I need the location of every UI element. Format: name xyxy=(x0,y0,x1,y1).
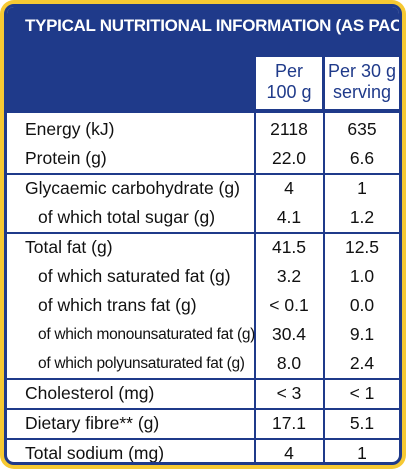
row-value-per-serving: 12.5 xyxy=(344,237,380,257)
row-value-per-serving: 1.0 xyxy=(349,266,375,286)
row-label: Cholesterol (mg) xyxy=(25,383,155,403)
row-value-per-serving: 0.0 xyxy=(349,295,375,315)
row-label: Energy (kJ) xyxy=(25,119,115,139)
nutrition-table: TYPICAL NUTRITIONAL INFORMATION (AS PACK… xyxy=(4,4,402,465)
row-value-per-100g: 17.1 xyxy=(271,413,307,433)
table-row: of which polyunsaturated fat (g) 8.0 2.4 xyxy=(7,349,399,378)
row-label: of which trans fat (g) xyxy=(38,295,197,315)
column-divider-left xyxy=(254,113,256,462)
row-value-per-100g: 41.5 xyxy=(271,237,307,257)
row-label: Protein (g) xyxy=(25,148,107,168)
table-row: Total fat (g) 41.5 12.5 xyxy=(7,233,399,262)
table-row: of which trans fat (g) < 0.1 0.0 xyxy=(7,291,399,320)
row-label: Total sodium (mg) xyxy=(25,443,165,463)
row-label: Dietary fibre** (g) xyxy=(25,413,160,433)
row-label: of which polyunsaturated fat (g) xyxy=(38,355,245,372)
column-header-row: Per 100 g Per 30 g serving xyxy=(7,45,399,113)
column-header-per-100g: Per 100 g xyxy=(256,57,322,109)
table-row: of which monounsaturated fat (g) 30.4 9.… xyxy=(7,320,399,349)
table-row: Dietary fibre** (g) 17.1 5.1 xyxy=(7,409,399,438)
row-value-per-serving: 5.1 xyxy=(349,413,375,433)
row-label: of which saturated fat (g) xyxy=(38,266,231,286)
row-value-per-serving: 1 xyxy=(357,178,367,198)
row-divider xyxy=(7,378,399,380)
table-row: of which total sugar (g) 4.1 1.2 xyxy=(7,203,399,232)
row-value-per-100g: 8.0 xyxy=(276,353,302,373)
row-value-per-serving: 1 xyxy=(357,443,367,463)
column-header-per-serving-line2: serving xyxy=(332,82,392,102)
row-value-per-serving: < 1 xyxy=(349,383,375,403)
row-divider xyxy=(7,438,399,440)
row-label: Total fat (g) xyxy=(25,237,113,257)
row-divider xyxy=(7,408,399,410)
row-value-per-serving: 9.1 xyxy=(349,324,375,344)
row-value-per-100g: 2118 xyxy=(270,119,308,139)
row-value-per-100g: 4 xyxy=(284,443,294,463)
row-value-per-100g: 30.4 xyxy=(271,324,307,344)
row-value-per-serving: 1.2 xyxy=(349,207,375,227)
column-divider-right xyxy=(323,113,325,462)
row-value-per-100g: 4.1 xyxy=(276,207,302,227)
table-row: of which saturated fat (g) 3.2 1.0 xyxy=(7,262,399,291)
row-value-per-100g: < 0.1 xyxy=(269,295,309,315)
column-header-per-serving-line1: Per 30 g xyxy=(327,61,397,81)
row-divider xyxy=(7,232,399,234)
table-row: Energy (kJ) 2118 635 xyxy=(7,115,399,144)
column-header-per-100g-line1: Per xyxy=(274,61,303,81)
row-value-per-serving: 2.4 xyxy=(349,353,375,373)
column-header-per-100g-line2: 100 g xyxy=(266,82,312,102)
row-label: Glycaemic carbohydrate (g) xyxy=(25,178,240,198)
row-divider xyxy=(7,173,399,175)
row-value-per-100g: 22.0 xyxy=(271,148,307,168)
table-row: Glycaemic carbohydrate (g) 4 1 xyxy=(7,174,399,203)
row-label: of which total sugar (g) xyxy=(38,207,216,227)
row-value-per-100g: 4 xyxy=(284,178,294,198)
table-row: Total sodium (mg) 4 1 xyxy=(7,439,399,463)
column-header-per-serving: Per 30 g serving xyxy=(325,57,399,109)
table-title: TYPICAL NUTRITIONAL INFORMATION (AS PACK… xyxy=(7,7,399,45)
table-row: Cholesterol (mg) < 3 < 1 xyxy=(7,379,399,408)
row-value-per-100g: 3.2 xyxy=(276,266,302,286)
row-label: of which monounsaturated fat (g) xyxy=(38,326,255,343)
row-value-per-serving: 635 xyxy=(347,119,377,139)
row-value-per-serving: 6.6 xyxy=(349,148,375,168)
table-row: Protein (g) 22.0 6.6 xyxy=(7,144,399,173)
row-value-per-100g: < 3 xyxy=(276,383,302,403)
